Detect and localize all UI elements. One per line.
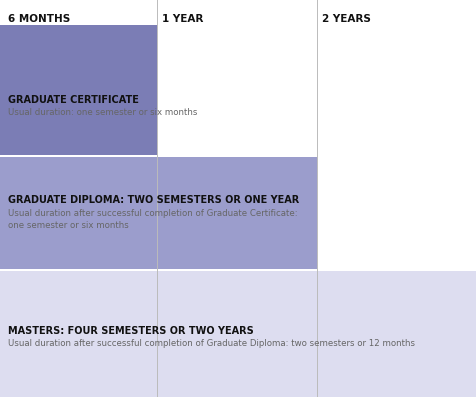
Text: Usual duration after successful completion of Graduate Certificate:: Usual duration after successful completi… — [8, 209, 297, 218]
Text: 2 YEARS: 2 YEARS — [321, 14, 370, 24]
Bar — [0, 25, 157, 155]
Bar — [0, 271, 476, 397]
Text: 6 MONTHS: 6 MONTHS — [8, 14, 70, 24]
Text: MASTERS: FOUR SEMESTERS OR TWO YEARS: MASTERS: FOUR SEMESTERS OR TWO YEARS — [8, 326, 253, 336]
Text: Usual duration after successful completion of Graduate Diploma: two semesters or: Usual duration after successful completi… — [8, 339, 414, 348]
Text: one semester or six months: one semester or six months — [8, 221, 129, 230]
Text: 1 YEAR: 1 YEAR — [162, 14, 203, 24]
Text: GRADUATE CERTIFICATE: GRADUATE CERTIFICATE — [8, 95, 139, 105]
Text: Usual duration: one semester or six months: Usual duration: one semester or six mont… — [8, 108, 197, 117]
Bar — [0, 157, 317, 269]
Text: GRADUATE DIPLOMA: TWO SEMESTERS OR ONE YEAR: GRADUATE DIPLOMA: TWO SEMESTERS OR ONE Y… — [8, 195, 298, 205]
